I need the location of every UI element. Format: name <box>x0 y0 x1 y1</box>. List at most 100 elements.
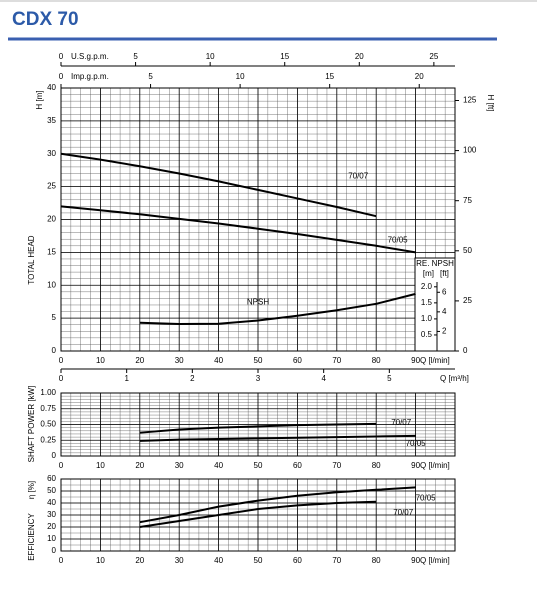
top-axis-tick-label: 10 <box>236 72 245 81</box>
npsh-tick-label: 1.5 <box>421 298 433 307</box>
y2-tick-label: 0 <box>463 346 468 355</box>
x-tick-label: 0 <box>59 356 64 365</box>
y2-tick-label: 125 <box>463 96 477 105</box>
top-axis-tick-label: 20 <box>355 52 364 61</box>
npsh-unit-m: [m] <box>423 269 434 278</box>
y-tick-label: 0 <box>52 546 57 555</box>
top-axis-tick-label: 0 <box>59 52 64 61</box>
curve-label: NPSH <box>247 298 269 307</box>
top-axis-tick-label: 10 <box>206 52 215 61</box>
x-tick-label: 70 <box>332 356 341 365</box>
curve <box>139 486 416 524</box>
top-axis-tick-label: 5 <box>133 52 138 61</box>
top-axis-label: Imp.g.p.m. <box>71 72 109 81</box>
x-tick-label: 30 <box>175 461 184 470</box>
y-tick-label: 60 <box>47 474 56 483</box>
top-axis-tick-label: 15 <box>280 52 289 61</box>
x-tick-label: 90 <box>411 556 420 565</box>
x-tick-label: 30 <box>175 556 184 565</box>
x-tick-label: 60 <box>293 461 302 470</box>
top-axis-tick-label: 5 <box>148 72 153 81</box>
y-tick-label: 0.50 <box>40 420 56 429</box>
top-axis-tick-label: 25 <box>429 52 438 61</box>
y-axis-label: EFFICIENCY <box>27 513 36 561</box>
x-tick-label: 50 <box>254 461 263 470</box>
x-tick-label: 0 <box>59 461 64 470</box>
curve-label: 70/05 <box>416 494 437 503</box>
x-tick-label: 60 <box>293 556 302 565</box>
x-tick-label: 60 <box>293 356 302 365</box>
npsh-unit-ft: [ft] <box>440 269 449 278</box>
x-axis-label: Q [l/min] <box>420 556 450 565</box>
x-tick-label: 80 <box>372 556 381 565</box>
x-tick-label: 0 <box>59 556 64 565</box>
y-axis-label: SHAFT POWER [kW] <box>27 386 36 463</box>
y-axis-label: TOTAL HEAD <box>27 235 36 284</box>
npsh-ft-tick-label: 6 <box>442 287 447 296</box>
y-unit-label: η [%] <box>27 481 36 499</box>
y-unit-label: H [m] <box>35 90 44 109</box>
curve <box>60 205 416 254</box>
y2-tick-label: 25 <box>463 296 472 305</box>
m3h-axis-tick-label: 3 <box>256 374 261 383</box>
x-tick-label: 80 <box>372 356 381 365</box>
y2-tick-label: 50 <box>463 246 472 255</box>
y-tick-label: 30 <box>47 149 56 158</box>
x-tick-label: 10 <box>96 556 105 565</box>
npsh-inset <box>414 257 456 352</box>
curve <box>139 292 416 326</box>
x-tick-label: 20 <box>135 356 144 365</box>
curve-label: 70/05 <box>388 235 409 244</box>
y-tick-label: 50 <box>47 486 56 495</box>
y-tick-label: 1.00 <box>40 388 56 397</box>
x-tick-label: 70 <box>332 461 341 470</box>
y-tick-label: 30 <box>47 510 56 519</box>
x-tick-label: 70 <box>332 556 341 565</box>
curve <box>139 434 416 442</box>
top-axis-tick-label: 20 <box>415 72 424 81</box>
x-tick-label: 90 <box>411 461 420 470</box>
curve-label: 70/07 <box>393 508 414 517</box>
curve-label: 70/07 <box>348 171 369 180</box>
y-tick-label: 0 <box>52 346 57 355</box>
curve <box>139 500 377 528</box>
y-tick-label: 40 <box>47 498 56 507</box>
top-axis-tick-label: 15 <box>325 72 334 81</box>
x-tick-label: 50 <box>254 556 263 565</box>
y-tick-label: 10 <box>47 534 56 543</box>
x-axis-label: Q [l/min] <box>420 356 450 365</box>
npsh-ft-tick-label: 2 <box>442 327 447 336</box>
m3h-axis-tick-label: 2 <box>190 374 195 383</box>
x-tick-label: 40 <box>214 356 223 365</box>
y-tick-label: 20 <box>47 522 56 531</box>
x-tick-label: 10 <box>96 461 105 470</box>
x-tick-label: 20 <box>135 461 144 470</box>
x-tick-label: 30 <box>175 356 184 365</box>
top-axis-tick-label: 0 <box>59 72 64 81</box>
x-tick-label: 40 <box>214 461 223 470</box>
y2-axis-label: H [ft] <box>486 95 495 112</box>
curve <box>139 422 377 434</box>
y-tick-label: 15 <box>47 247 56 256</box>
npsh-ft-tick-label: 4 <box>442 307 447 316</box>
page-title: CDX 70 <box>12 9 79 30</box>
y2-tick-label: 100 <box>463 146 477 155</box>
curve-label: 70/05 <box>406 439 427 448</box>
npsh-tick-label: 2.0 <box>421 282 433 291</box>
y-tick-label: 5 <box>52 313 57 322</box>
x-tick-label: 50 <box>254 356 263 365</box>
y-tick-label: 40 <box>47 83 56 92</box>
npsh-title: RE. NPSH <box>416 259 454 268</box>
y-tick-label: 25 <box>47 182 56 191</box>
y-tick-label: 0.75 <box>40 404 56 413</box>
x-tick-label: 80 <box>372 461 381 470</box>
x-axis-label: Q [l/min] <box>420 461 450 470</box>
y-tick-label: 20 <box>47 215 56 224</box>
x-tick-label: 10 <box>96 356 105 365</box>
y-tick-label: 35 <box>47 116 56 125</box>
y-tick-label: 0.25 <box>40 435 56 444</box>
top-axis-label: U.S.g.p.m. <box>71 52 109 61</box>
y-tick-label: 10 <box>47 280 56 289</box>
npsh-tick-label: 0.5 <box>421 330 433 339</box>
